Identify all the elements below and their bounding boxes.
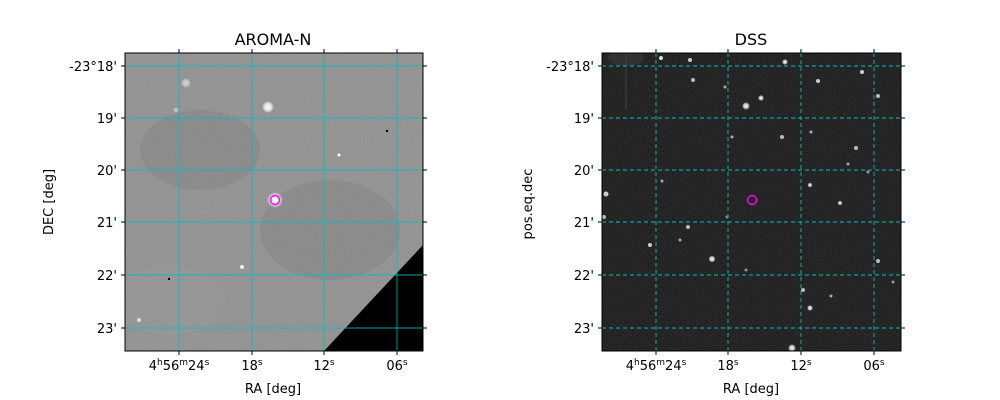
dec-tick-label: 23' <box>97 322 117 337</box>
dec-tick-label: 20' <box>574 164 594 179</box>
x-axis-label: RA [deg] <box>723 382 779 397</box>
coordinate-grid <box>602 53 901 351</box>
dec-tick-label: 20' <box>97 164 117 179</box>
panel-title: AROMA-N <box>235 30 312 49</box>
dec-tick-label: -23°18' <box>69 60 117 75</box>
target-marker <box>746 194 758 206</box>
dec-tick-label: 19' <box>97 112 117 127</box>
dec-tick-label: 22' <box>97 269 117 284</box>
y-axis-label: pos.eq.dec <box>521 169 536 240</box>
dec-tick-labels: -23°18' 19' 20' 21' 22' 23' <box>546 60 594 337</box>
dec-tick-label: 22' <box>574 269 594 284</box>
x-axis-label: RA [deg] <box>245 382 301 397</box>
panel-title: DSS <box>735 30 768 49</box>
ra-tick-label: 4h56m24s <box>149 358 210 374</box>
ra-tick-labels: 4h56m24s 18s 12s 06s <box>149 358 408 374</box>
greyscale-sky-image <box>125 53 423 351</box>
plot-frame <box>124 52 424 352</box>
ra-tick-label: 06s <box>386 358 408 374</box>
plot-frame <box>601 52 902 352</box>
panel-dss: DSS <box>521 30 905 397</box>
coordinate-grid <box>125 53 423 351</box>
ra-tick-labels: 4h56m24s 18s 12s 06s <box>626 358 885 374</box>
dark-sky-survey-image <box>602 53 901 351</box>
dec-tick-label: -23°18' <box>546 60 594 75</box>
y-axis-label: DEC [deg] <box>42 169 57 235</box>
ra-tick-label: 12s <box>790 358 812 374</box>
panel-aroma-n: AROMA-N <box>42 30 427 397</box>
axis-ticks <box>121 49 427 355</box>
ra-tick-label: 18s <box>241 358 263 374</box>
ra-tick-label: 06s <box>863 358 885 374</box>
target-marker <box>269 194 281 206</box>
dec-tick-label: 19' <box>574 112 594 127</box>
axis-ticks <box>598 49 905 355</box>
dec-tick-labels: -23°18' 19' 20' 21' 22' 23' <box>69 60 117 337</box>
ra-tick-label: 12s <box>313 358 335 374</box>
ra-tick-label: 18s <box>717 358 739 374</box>
dec-tick-label: 23' <box>574 322 594 337</box>
dec-tick-label: 21' <box>574 216 594 231</box>
dec-tick-label: 21' <box>97 216 117 231</box>
ra-tick-label: 4h56m24s <box>626 358 687 374</box>
